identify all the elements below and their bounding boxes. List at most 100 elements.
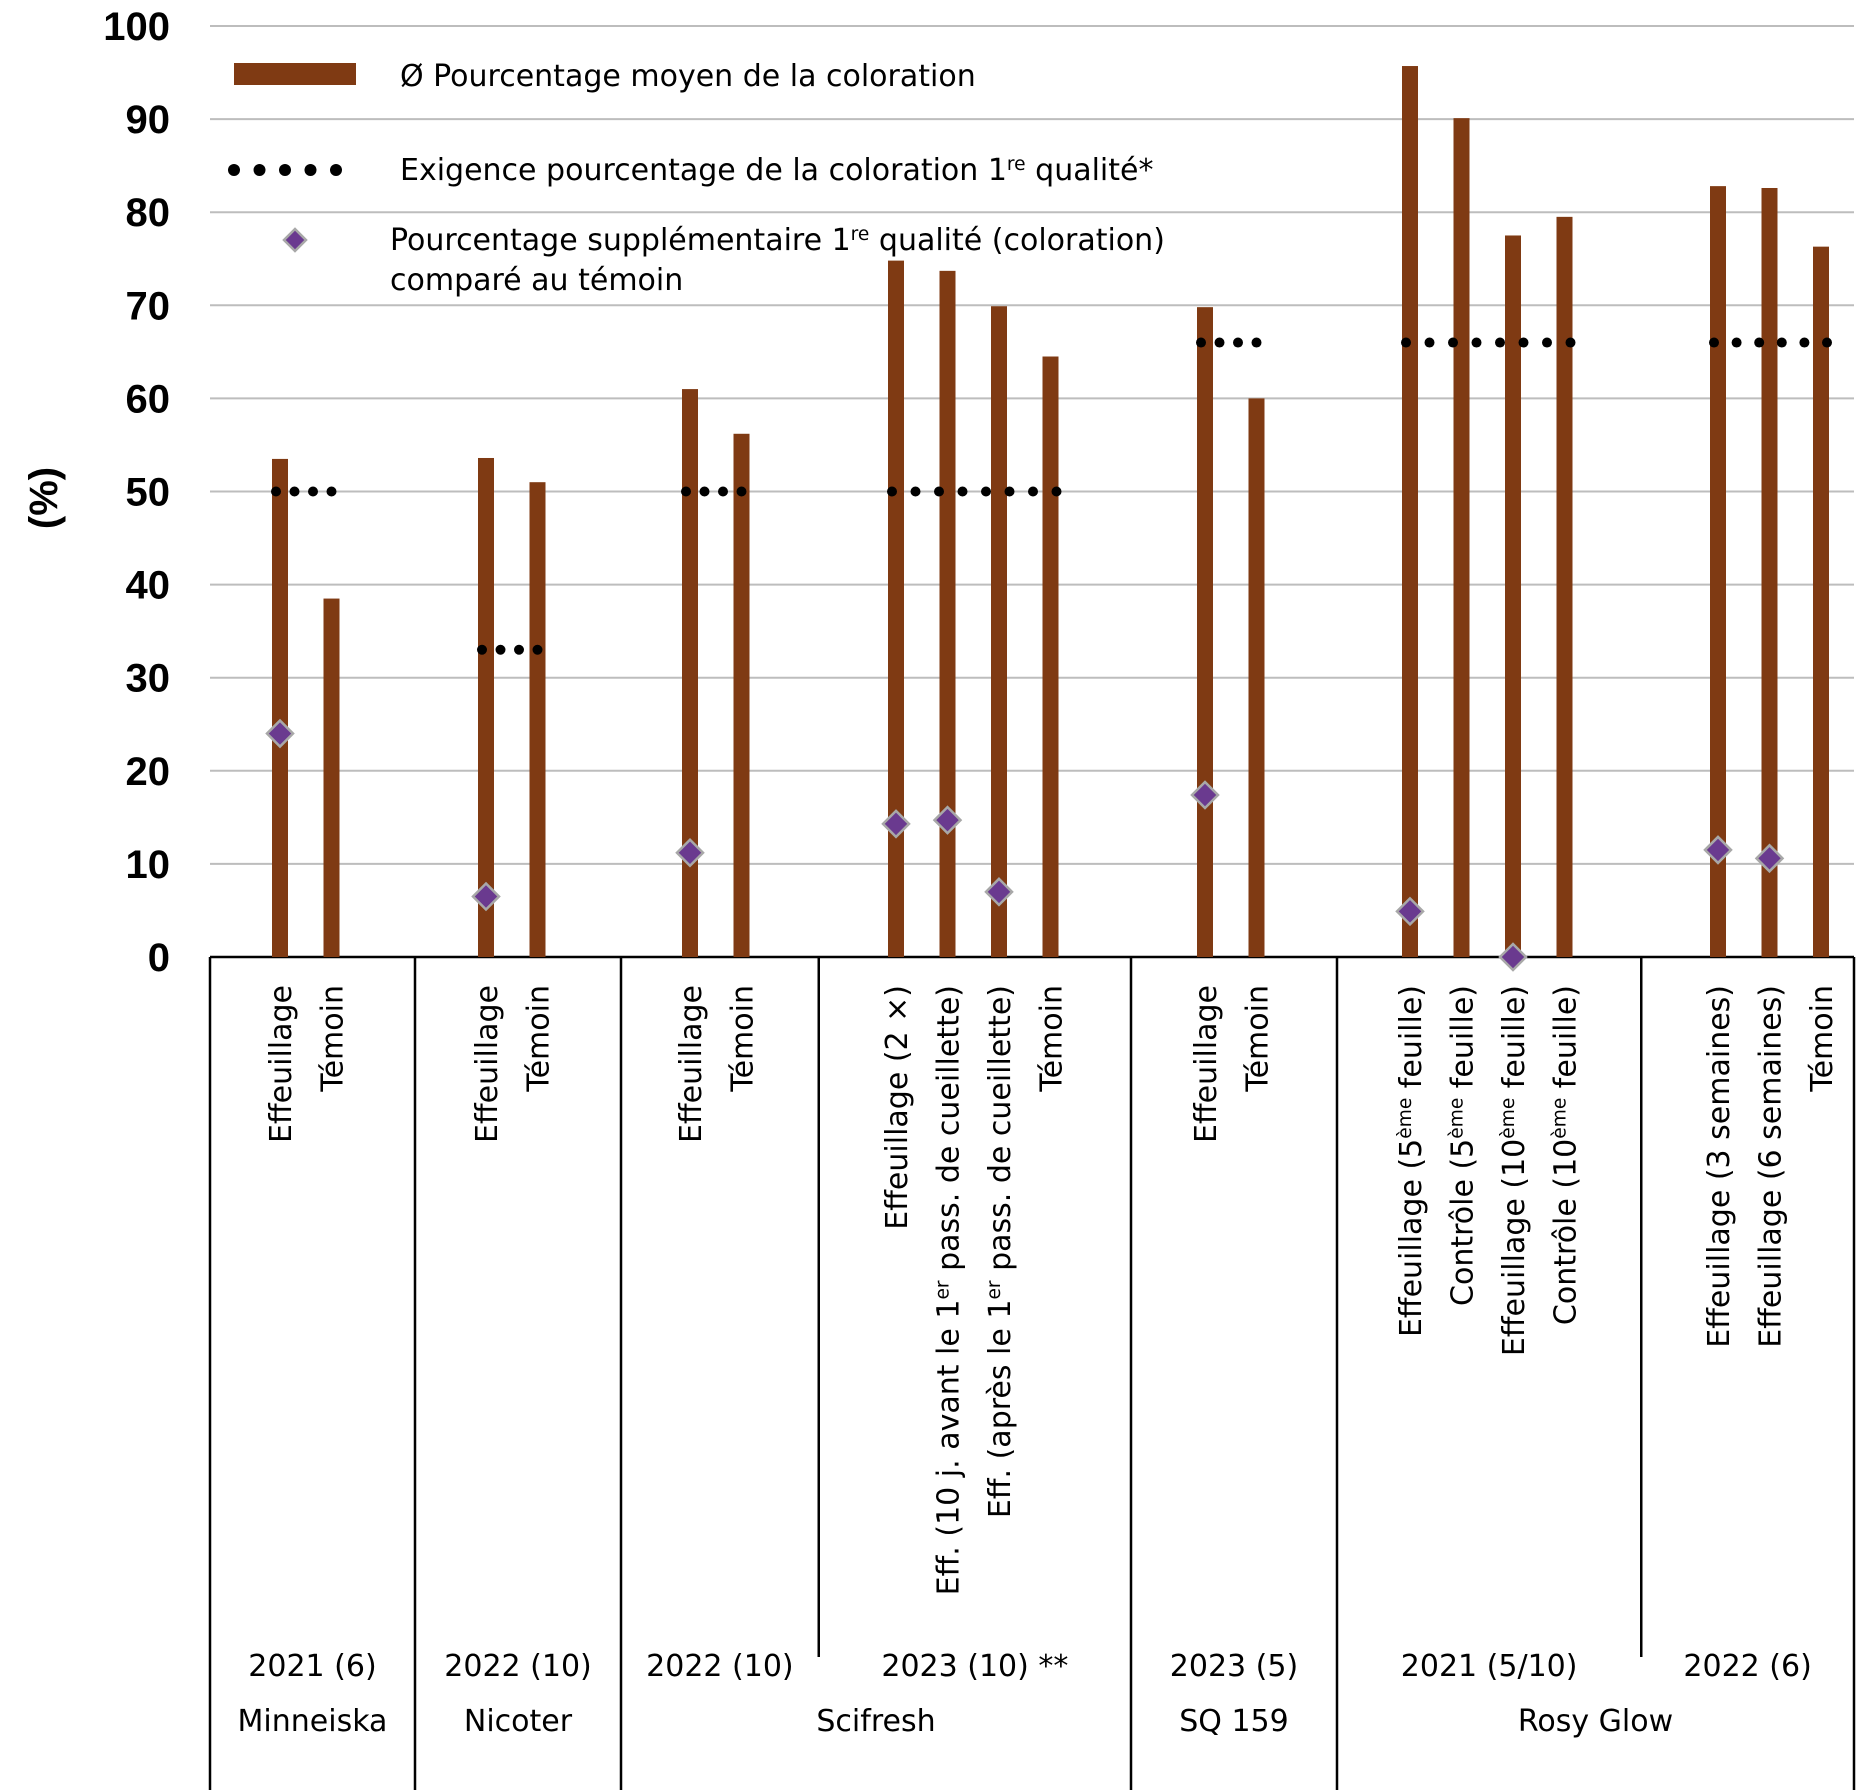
requirement-dot	[514, 644, 524, 655]
y-tick-label: 10	[126, 843, 171, 887]
extra-markers	[265, 718, 1785, 972]
requirement-dot	[1401, 337, 1411, 348]
legend-dot	[330, 164, 342, 176]
requirement-dot	[1709, 337, 1719, 348]
extra-marker	[881, 809, 911, 839]
extra-marker	[471, 881, 501, 912]
extra-marker	[1498, 942, 1528, 972]
legend-bar-swatch	[234, 63, 356, 85]
variety-label: Nicoter	[464, 1704, 573, 1739]
y-tick-label: 70	[126, 284, 171, 328]
requirement-dot	[1495, 337, 1505, 348]
grid-lines	[210, 25, 1854, 865]
category-label: Témoin	[522, 985, 557, 1093]
bars	[272, 66, 1829, 958]
category-labels: Effeuillage Témoin Effeuillage Témoin Effeui…	[264, 985, 1840, 1595]
y-tick-label: 90	[126, 98, 171, 142]
category-label: Eff. (10 j. avant le 1er pass. de cueill…	[932, 985, 967, 1595]
bar	[1556, 216, 1573, 958]
category-label: Contrôle (5ème feuille)	[1446, 985, 1481, 1306]
legend-text: Exigence pourcentage de la coloration 1r…	[400, 153, 1153, 188]
y-axis-ticks: 0 10 20 30 40 50 60 70 80 90 100	[103, 5, 170, 980]
bar	[991, 306, 1007, 958]
extra-marker	[1703, 835, 1733, 865]
category-label: Témoin	[316, 985, 351, 1093]
legend-dot	[228, 164, 240, 176]
requirement-dot	[1214, 337, 1225, 348]
trial-label: 2023 (10) **	[881, 1649, 1068, 1684]
legend-marker	[282, 227, 308, 253]
requirement-dot	[271, 486, 281, 497]
bar	[1402, 66, 1418, 957]
legend-text: Pourcentage supplémentaire 1re qualité (…	[390, 223, 1165, 258]
variety-label: Rosy Glow	[1518, 1704, 1673, 1739]
extra-marker	[675, 837, 705, 868]
requirement-dot	[718, 486, 728, 497]
bar	[1042, 356, 1059, 957]
requirement-dots	[271, 337, 1832, 655]
y-tick-label: 100	[103, 5, 170, 49]
requirement-dot	[1471, 337, 1482, 348]
y-tick-label: 20	[126, 750, 171, 794]
requirement-dot	[981, 486, 991, 497]
extra-marker	[265, 718, 295, 749]
requirement-dot	[1754, 337, 1765, 348]
legend-dot	[279, 164, 291, 176]
category-label: Effeuillage	[264, 985, 299, 1143]
requirement-dot	[1251, 337, 1262, 348]
bar	[682, 389, 698, 958]
y-tick-label: 30	[126, 657, 171, 701]
bar	[1710, 186, 1726, 957]
y-tick-label: 40	[126, 564, 171, 608]
requirement-dot	[1233, 337, 1243, 348]
requirement-dot	[532, 644, 543, 655]
bar	[1453, 118, 1470, 957]
y-tick-label: 0	[148, 936, 170, 980]
category-label: Effeuillage	[1189, 985, 1224, 1143]
requirement-dot	[910, 486, 921, 497]
trial-label: 2022 (6)	[1683, 1649, 1811, 1684]
y-axis-label: (%)	[22, 467, 66, 529]
requirement-dot	[1196, 337, 1206, 348]
y-tick-label: 50	[126, 471, 171, 515]
bar	[478, 457, 494, 957]
requirement-dot	[1799, 337, 1810, 348]
legend-dot	[304, 164, 317, 176]
bar	[323, 598, 340, 957]
bar	[1248, 398, 1265, 957]
category-label: Témoin	[1805, 985, 1840, 1093]
extra-marker	[984, 877, 1014, 907]
variety-label: Minneiska	[238, 1704, 388, 1739]
extra-marker	[1190, 780, 1220, 810]
requirement-dot	[1518, 337, 1529, 348]
requirement-dot	[736, 486, 747, 497]
legend-text: comparé au témoin	[390, 263, 683, 298]
category-label: Effeuillage (3 semaines)	[1702, 985, 1737, 1348]
trial-label: 2023 (5)	[1170, 1649, 1298, 1684]
requirement-dot	[957, 486, 968, 497]
category-label: Effeuillage	[470, 985, 505, 1143]
category-label: Contrôle (10ème feuille)	[1549, 985, 1584, 1325]
requirement-dot	[495, 644, 506, 655]
bar	[733, 433, 750, 957]
category-label: Effeuillage	[674, 985, 709, 1143]
requirement-dot	[1565, 337, 1576, 348]
category-label: Effeuillage (5ème feuille)	[1394, 985, 1429, 1337]
requirement-dot	[934, 486, 944, 497]
extra-marker	[932, 805, 963, 835]
requirement-dot	[289, 486, 300, 497]
trial-label: 2022 (10)	[444, 1649, 591, 1684]
requirement-dot	[477, 644, 487, 655]
requirement-dot	[1004, 486, 1015, 497]
category-label: Effeuillage (10ème feuille)	[1497, 985, 1532, 1356]
category-label: Témoin	[1241, 985, 1276, 1093]
group-labels: 2021 (6) Minneiska 2022 (10) Nicoter 2022 (1…	[238, 1649, 1812, 1739]
extra-marker	[1754, 843, 1785, 874]
trial-label: 2022 (10)	[646, 1649, 793, 1684]
category-label: Témoin	[1035, 985, 1070, 1093]
bar	[529, 482, 546, 957]
y-tick-label: 60	[126, 377, 171, 421]
requirement-dot	[887, 486, 897, 497]
y-tick-label: 80	[126, 191, 171, 235]
